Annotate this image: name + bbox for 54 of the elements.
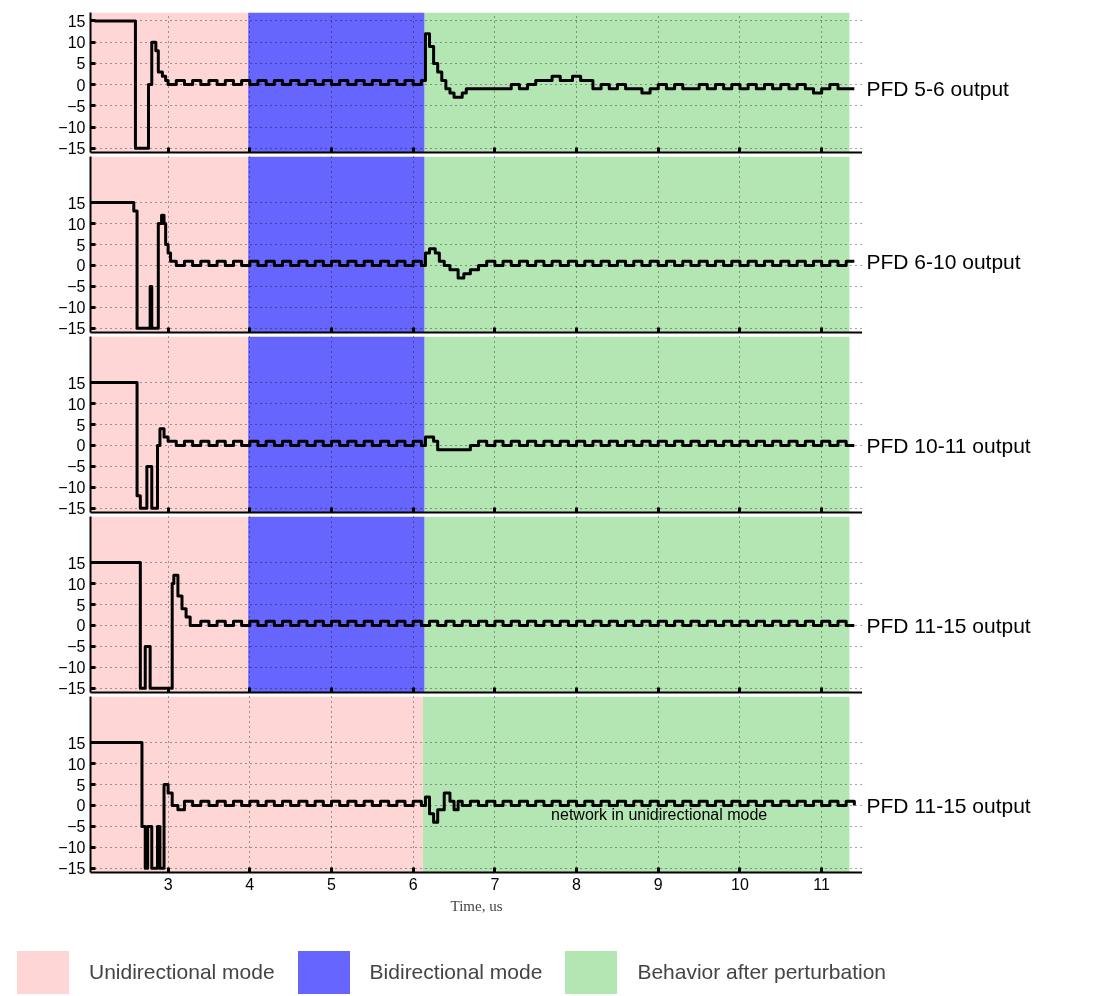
series-label: PFD 11-15 output <box>866 613 1031 637</box>
y-tick-label: 5 <box>76 55 86 73</box>
x-tick-label: 8 <box>572 875 582 893</box>
y-tick-label: −10 <box>58 119 86 137</box>
y-tick-label: −5 <box>67 458 86 476</box>
x-tick-label: 5 <box>327 875 337 893</box>
y-tick-label: 15 <box>67 194 86 212</box>
y-tick-label: 10 <box>67 215 86 233</box>
y-tick-label: −10 <box>58 479 86 497</box>
y-tick-label: 0 <box>76 797 86 815</box>
y-tick-label: 10 <box>67 34 86 52</box>
y-tick-label: 5 <box>76 416 86 434</box>
y-tick-label: −5 <box>67 278 86 296</box>
x-tick-label: 10 <box>731 875 749 893</box>
x-tick-label: 6 <box>408 875 418 893</box>
x-tick-label: 9 <box>653 875 663 893</box>
y-tick-label: 10 <box>67 395 86 413</box>
y-tick-label: 0 <box>76 617 86 635</box>
y-tick-label: 10 <box>67 755 86 773</box>
y-tick-label: −5 <box>67 97 86 115</box>
y-tick-label: 15 <box>67 374 86 392</box>
series-label: PFD 6-10 output <box>866 249 1021 273</box>
x-tick-label: 4 <box>245 875 255 893</box>
y-tick-label: −15 <box>58 500 86 518</box>
y-tick-label: 0 <box>76 257 86 275</box>
legend-label: Bidirectional mode <box>369 960 543 984</box>
x-axis-title: Time, us <box>450 897 503 914</box>
y-tick-label: −10 <box>58 839 86 857</box>
y-tick-label: 15 <box>67 554 86 572</box>
y-tick-label: 5 <box>76 776 86 794</box>
series-label: PFD 10-11 output <box>866 433 1031 457</box>
series-label: PFD 11-15 output <box>866 793 1031 817</box>
y-tick-label: 15 <box>67 734 86 752</box>
legend-label: Behavior after perturbation <box>637 960 887 984</box>
y-tick-label: 5 <box>76 596 86 614</box>
x-tick-label: 11 <box>813 875 831 893</box>
y-tick-label: −15 <box>58 680 86 698</box>
y-tick-label: −15 <box>58 320 86 338</box>
legend-label: Unidirectional mode <box>89 960 275 984</box>
y-tick-label: −5 <box>67 638 86 656</box>
y-tick-label: 0 <box>76 76 86 94</box>
y-tick-label: 15 <box>67 12 86 30</box>
y-tick-label: −5 <box>67 818 86 836</box>
y-tick-label: −10 <box>58 659 86 677</box>
y-tick-label: −10 <box>58 299 86 317</box>
y-tick-label: −15 <box>58 140 86 158</box>
series-label: PFD 5-6 output <box>866 77 1010 101</box>
x-tick-label: 7 <box>490 875 500 893</box>
annotation: network in unidirectional mode <box>551 805 768 823</box>
x-tick-label: 3 <box>163 875 173 893</box>
y-tick-label: 10 <box>67 575 86 593</box>
y-tick-label: −15 <box>58 860 86 878</box>
y-tick-label: 0 <box>76 437 86 455</box>
y-tick-label: 5 <box>76 236 86 254</box>
